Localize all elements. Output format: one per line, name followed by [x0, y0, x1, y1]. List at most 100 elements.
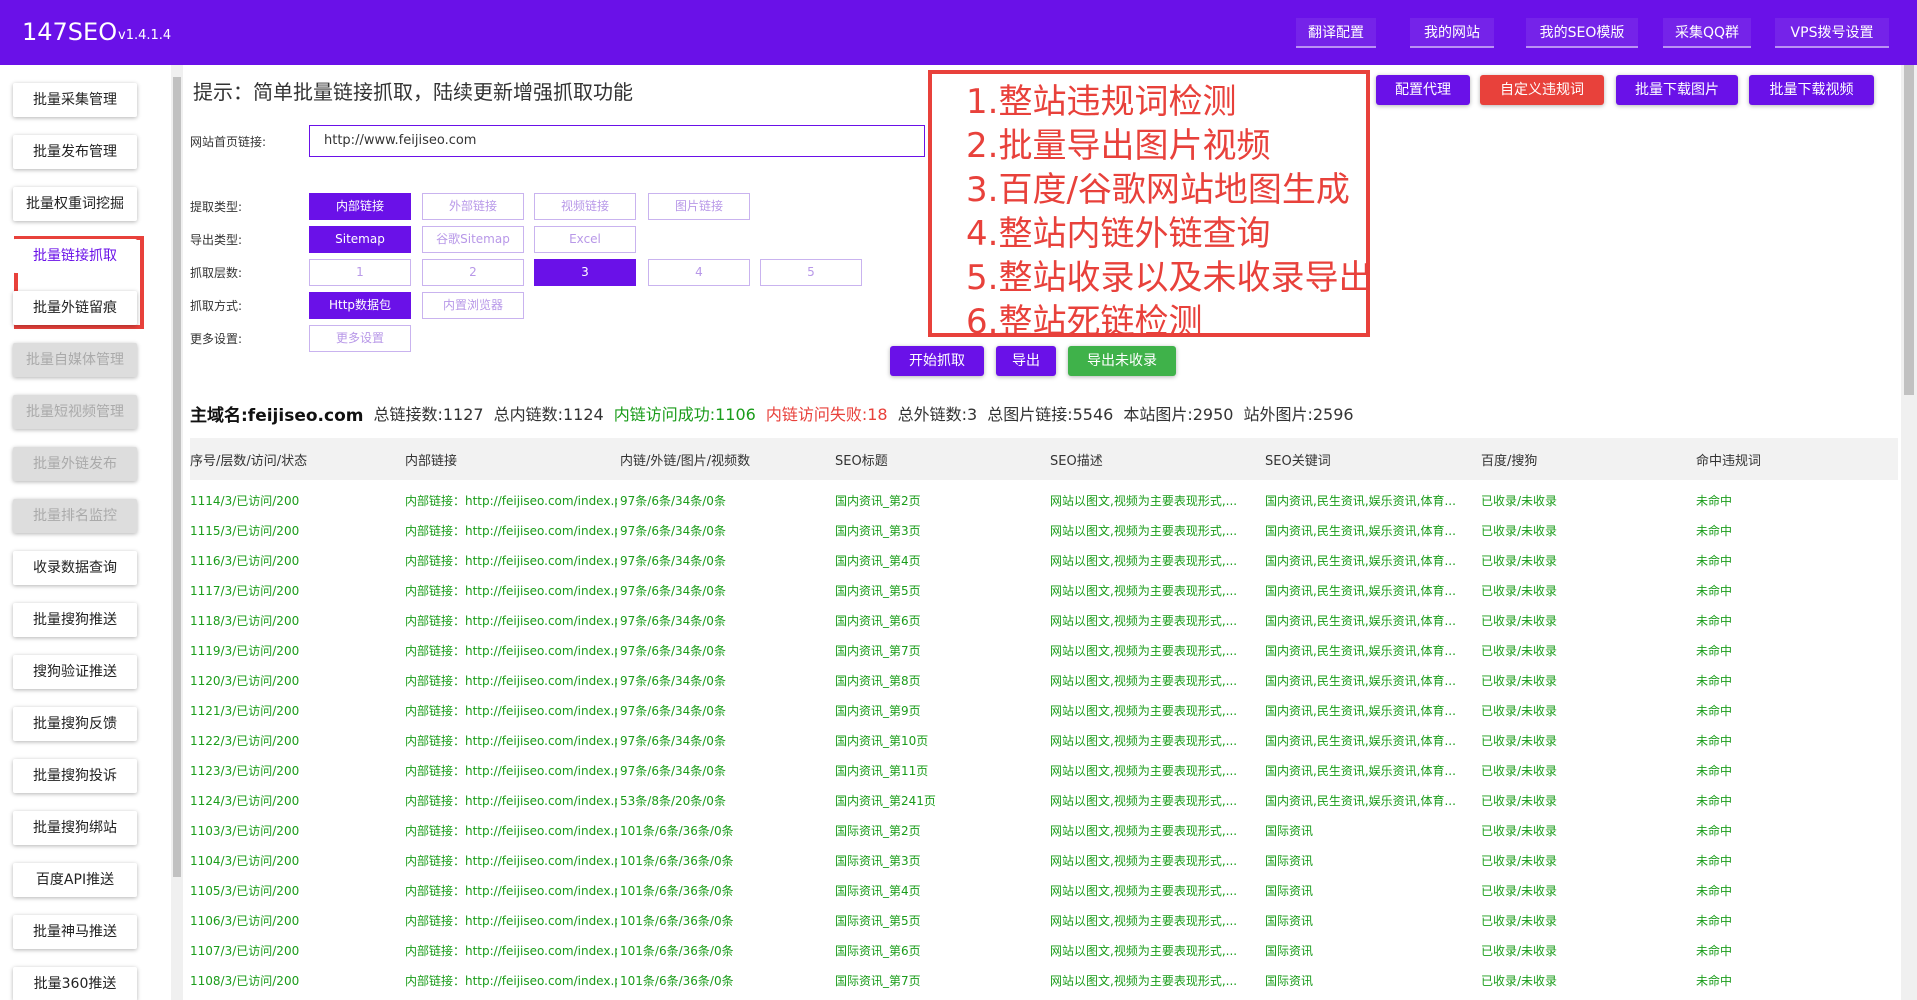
sidebar-item[interactable]: 收录数据查询: [13, 551, 137, 585]
table-cell: 内部链接：http://feijiseo.com/index.ph: [405, 554, 617, 568]
table-cell: 国内资讯,民生资讯,娱乐资讯,体育...: [1265, 794, 1456, 808]
table-cell: 国内资讯,民生资讯,娱乐资讯,体育...: [1265, 674, 1456, 688]
table-cell: 国内资讯,民生资讯,娱乐资讯,体育...: [1265, 734, 1456, 748]
top-button[interactable]: 自定义违规词: [1480, 75, 1604, 105]
table-cell: 网站以图文,视频为主要表现形式,...: [1050, 794, 1238, 808]
table-cell: 未命中: [1696, 644, 1733, 658]
table-cell: 内部链接：http://feijiseo.com/index.ph: [405, 824, 617, 838]
sidebar-item[interactable]: 批量权重词挖掘: [13, 187, 137, 221]
table-cell: 1119/3/已访问/200: [190, 644, 300, 658]
top-button[interactable]: 配置代理: [1376, 75, 1470, 105]
table-cell: 网站以图文,视频为主要表现形式,...: [1050, 914, 1238, 928]
table-cell: 国内资讯_第7页: [835, 644, 921, 658]
sidebar-item[interactable]: 批量搜狗反馈: [13, 707, 137, 741]
table-cell: 101条/6条/36条/0条: [620, 824, 734, 838]
table-cell: 国内资讯,民生资讯,娱乐资讯,体育...: [1265, 524, 1456, 538]
table-cell: 已收录/未收录: [1481, 494, 1558, 508]
sidebar-item: 批量短视频管理: [13, 395, 137, 429]
nav-item[interactable]: 我的网站: [1410, 18, 1494, 48]
option-button[interactable]: 1: [309, 259, 411, 286]
table-cell: 97条/6条/34条/0条: [620, 674, 726, 688]
option-button[interactable]: 4: [648, 259, 750, 286]
table-cell: 未命中: [1696, 524, 1733, 538]
option-button[interactable]: 图片链接: [648, 193, 750, 220]
option-button[interactable]: 5: [760, 259, 862, 286]
option-button[interactable]: 内置浏览器: [422, 292, 524, 319]
option-button[interactable]: 更多设置: [309, 325, 411, 352]
table-cell: 1117/3/已访问/200: [190, 584, 300, 598]
annotation-line: 4.整站内链外链查询: [966, 214, 1271, 254]
action-button[interactable]: 导出: [996, 346, 1056, 376]
table-cell: 101条/6条/36条/0条: [620, 914, 734, 928]
nav-item[interactable]: 采集QQ群: [1663, 18, 1751, 48]
table-cell: 未命中: [1696, 854, 1733, 868]
sidebar-item[interactable]: 批量搜狗投诉: [13, 759, 137, 793]
nav-item[interactable]: 翻译配置: [1296, 18, 1376, 48]
stat: 内链访问失败:18: [765, 405, 888, 424]
brand: 147SEO: [22, 18, 118, 46]
table-cell: 网站以图文,视频为主要表现形式,...: [1050, 974, 1238, 988]
table-cell: 已收录/未收录: [1481, 704, 1558, 718]
table-cell: 已收录/未收录: [1481, 884, 1558, 898]
table-cell: 97条/6条/34条/0条: [620, 554, 726, 568]
table-cell: 内部链接：http://feijiseo.com/index.ph: [405, 614, 617, 628]
sidebar-item[interactable]: 批量外链留痕: [13, 291, 137, 325]
sidebar-item[interactable]: 批量搜狗推送: [13, 603, 137, 637]
option-button[interactable]: 视频链接: [534, 193, 636, 220]
table-cell: 网站以图文,视频为主要表现形式,...: [1050, 884, 1238, 898]
option-button[interactable]: 内部链接: [309, 193, 411, 220]
column-header: 内部链接: [405, 454, 458, 469]
table-cell: 未命中: [1696, 884, 1733, 898]
sidebar-item[interactable]: 批量360推送: [13, 967, 137, 1000]
table-cell: 97条/6条/34条/0条: [620, 764, 726, 778]
option-button[interactable]: Excel: [534, 226, 636, 253]
option-button[interactable]: 3: [534, 259, 636, 286]
sidebar-item[interactable]: 百度API推送: [13, 863, 137, 897]
table-cell: 97条/6条/34条/0条: [620, 524, 726, 538]
table-cell: 未命中: [1696, 614, 1733, 628]
table-cell: 国内资讯_第241页: [835, 794, 936, 808]
table-cell: 网站以图文,视频为主要表现形式,...: [1050, 494, 1238, 508]
table-cell: 国际资讯_第6页: [835, 944, 921, 958]
table-cell: 已收录/未收录: [1481, 914, 1558, 928]
top-button[interactable]: 批量下载图片: [1616, 75, 1738, 105]
stat: 总图片链接:5546: [987, 405, 1114, 424]
option-button[interactable]: Sitemap: [309, 226, 411, 253]
table-cell: 网站以图文,视频为主要表现形式,...: [1050, 554, 1238, 568]
table-cell: 1122/3/已访问/200: [190, 734, 300, 748]
annotation-line: 1.整站违规词检测: [966, 82, 1237, 122]
action-button[interactable]: 导出未收录: [1068, 346, 1176, 376]
table-cell: 53条/8条/20条/0条: [620, 794, 726, 808]
table-cell: 国内资讯_第6页: [835, 614, 921, 628]
table-cell: 97条/6条/34条/0条: [620, 644, 726, 658]
nav-item[interactable]: 我的SEO模版: [1526, 18, 1638, 48]
sidebar-item[interactable]: 批量采集管理: [13, 83, 137, 117]
table-cell: 国内资讯,民生资讯,娱乐资讯,体育...: [1265, 764, 1456, 778]
sidebar-item[interactable]: 批量链接抓取: [13, 239, 137, 273]
option-button[interactable]: 外部链接: [422, 193, 524, 220]
table-cell: 未命中: [1696, 824, 1733, 838]
stats: 主域名:feijiseo.com 总链接数:1127 总内链数:1124 内链访问成功…: [190, 401, 1354, 426]
option-button[interactable]: 2: [422, 259, 524, 286]
table-cell: 97条/6条/34条/0条: [620, 734, 726, 748]
table-cell: 国内资讯_第10页: [835, 734, 929, 748]
sidebar-item[interactable]: 批量发布管理: [13, 135, 137, 169]
sidebar-item[interactable]: 批量神马推送: [13, 915, 137, 949]
nav-item[interactable]: VPS拨号设置: [1775, 18, 1889, 48]
url-input[interactable]: http://www.feijiseo.com: [309, 125, 925, 157]
column-header: SEO关键词: [1265, 454, 1331, 469]
sidebar-item[interactable]: 批量搜狗绑站: [13, 811, 137, 845]
option-button[interactable]: Http数据包: [309, 292, 411, 319]
table-cell: 国内资讯_第4页: [835, 554, 921, 568]
top-button[interactable]: 批量下载视频: [1749, 75, 1874, 105]
action-button[interactable]: 开始抓取: [890, 346, 984, 376]
column-header: SEO标题: [835, 454, 888, 469]
stat: 内链访问成功:1106: [613, 405, 756, 424]
scroll-thumb: [1904, 65, 1914, 395]
feature-annotation: [928, 70, 1370, 337]
table-cell: 国内资讯_第5页: [835, 584, 921, 598]
option-button[interactable]: 谷歌Sitemap: [422, 226, 524, 253]
table-cell: 国内资讯,民生资讯,娱乐资讯,体育...: [1265, 644, 1456, 658]
table-cell: 101条/6条/36条/0条: [620, 884, 734, 898]
sidebar-item[interactable]: 搜狗验证推送: [13, 655, 137, 689]
